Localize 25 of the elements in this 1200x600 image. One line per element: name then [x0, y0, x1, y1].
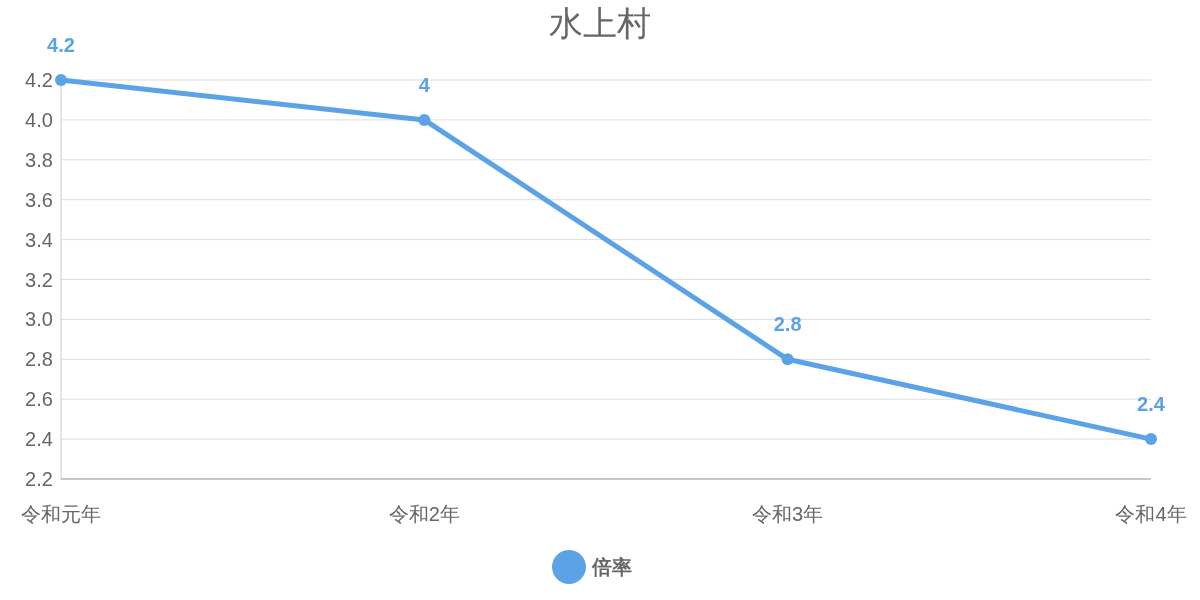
point [781, 353, 794, 366]
y-tick-label: 3.2 [25, 268, 53, 291]
y-tick-label: 3.0 [25, 308, 53, 331]
y-tick-label: 2.4 [25, 428, 53, 451]
y-tick-label: 4.2 [25, 69, 53, 91]
point [1145, 433, 1157, 446]
y-tick-label: 2.2 [25, 468, 53, 490]
y-tick-label: 2.6 [25, 388, 53, 411]
y-tick-label: 4.0 [25, 108, 53, 131]
data-label: 4 [418, 73, 431, 96]
x-tick-label: 令和3年 [752, 503, 824, 525]
legend-label: 倍率 [591, 556, 632, 578]
point [55, 74, 67, 86]
y-tick-label: 3.8 [25, 148, 53, 171]
y-tick-label: 3.6 [25, 188, 53, 211]
x-tick-label: 令和元年 [21, 503, 101, 525]
data-label: 4.2 [47, 34, 75, 56]
y-tick-label: 3.4 [25, 228, 53, 251]
chart-title: 水上村 [549, 4, 651, 42]
data-label: 2.4 [1137, 393, 1166, 416]
x-tick-label: 令和4年 [1115, 503, 1187, 525]
data-label: 2.8 [773, 313, 802, 336]
y-tick-label: 2.8 [25, 348, 53, 371]
x-tick-label: 令和2年 [388, 503, 460, 525]
point [418, 113, 431, 126]
